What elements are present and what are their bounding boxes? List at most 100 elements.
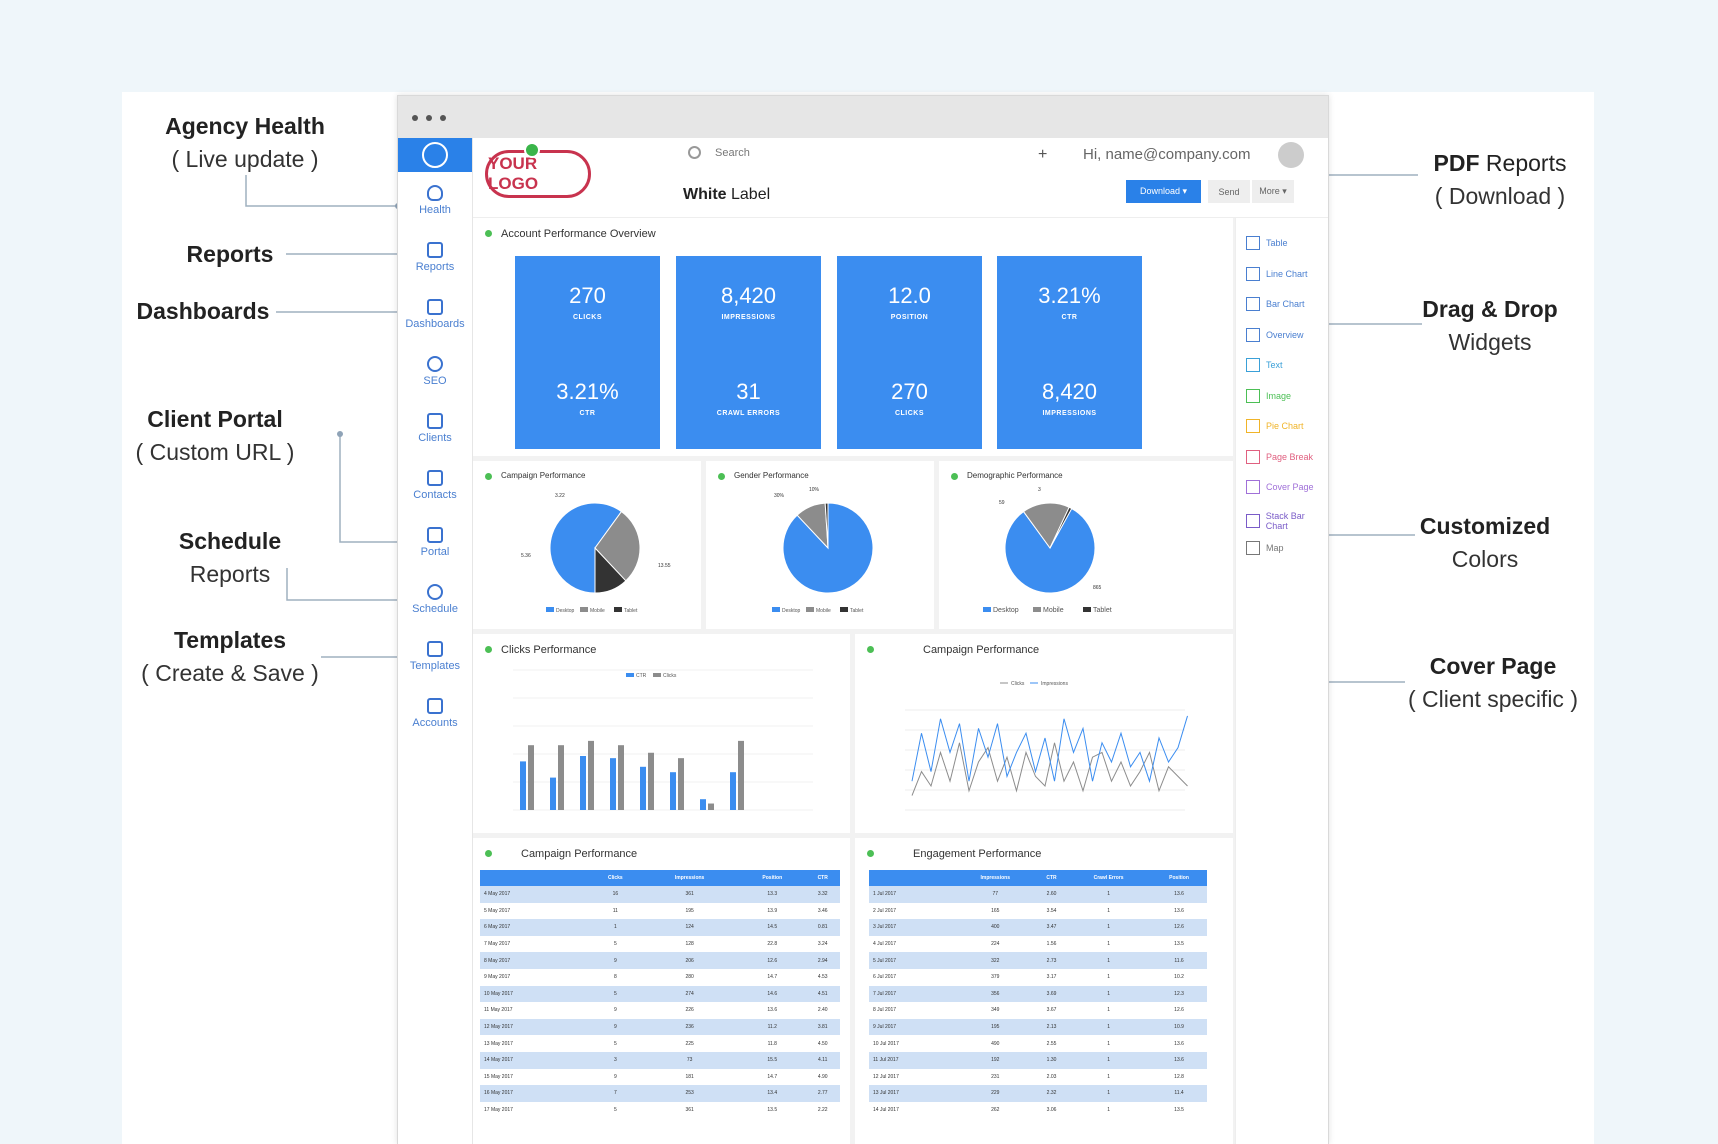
widget-image[interactable]: Image — [1246, 388, 1291, 403]
sidebar-item-dashboards[interactable]: Dashboards — [398, 286, 472, 343]
pie-slice[interactable] — [549, 502, 623, 594]
bar-clicks[interactable] — [678, 758, 684, 810]
column-header[interactable]: CTR — [1036, 870, 1067, 886]
pie-panel-1[interactable]: Campaign Performance 3.22 5.36 13.55 Deskto… — [473, 461, 701, 629]
bar-clicks[interactable] — [648, 752, 654, 810]
campaign-table-panel[interactable]: Campaign Performance Clicks Impressions Po… — [473, 838, 850, 1144]
clicks-line[interactable] — [911, 742, 1188, 796]
widget-pie-chart[interactable]: Pie Chart — [1246, 419, 1304, 433]
pie-panel-3[interactable]: Demographic Performance 59 3 865 Desktop Mob… — [939, 461, 1233, 629]
app-logo-icon[interactable] — [398, 138, 472, 172]
column-header[interactable]: Impressions — [953, 870, 1037, 886]
clicks-panel[interactable]: Clicks Performance CTR Clicks — [473, 634, 850, 833]
table-row[interactable]: 5 May 2017 11 195 13.9 3.46 — [480, 903, 840, 920]
kpi-tile[interactable]: 31 CRAWL ERRORS — [676, 352, 821, 449]
sidebar-item-clients[interactable]: Clients — [398, 400, 472, 457]
kpi-tile[interactable]: 8,420 IMPRESSIONS — [676, 256, 821, 353]
sidebar-item-schedule[interactable]: Schedule — [398, 571, 472, 628]
column-header[interactable] — [480, 870, 591, 886]
table-row[interactable]: 16 May 2017 7 253 13.4 2.77 — [480, 1085, 840, 1102]
widget-page-break[interactable]: Page Break — [1246, 449, 1313, 464]
widget-overview[interactable]: Overview — [1246, 327, 1304, 342]
table-row[interactable]: 11 Jul 2017 192 1.30 1 13.6 — [869, 1051, 1207, 1069]
column-header[interactable]: CTR — [805, 870, 840, 886]
pie-slice[interactable] — [1049, 506, 1073, 549]
sidebar-item-health[interactable]: Health — [398, 172, 472, 229]
pie-panel-2[interactable]: Gender Performance 10% 30% Desktop Mobile Ta… — [706, 461, 934, 629]
table-row[interactable]: 5 Jul 2017 322 2.73 1 11.6 — [869, 952, 1207, 969]
pie-slice[interactable] — [1022, 502, 1070, 549]
table-row[interactable]: 8 Jul 2017 349 3.67 1 12.6 — [869, 1002, 1207, 1019]
kpi-tile[interactable]: 8,420 IMPRESSIONS — [997, 352, 1142, 449]
widget-line-chart[interactable]: Line Chart — [1246, 266, 1308, 281]
window-dot-icon[interactable] — [426, 115, 432, 121]
sidebar-item-accounts[interactable]: Accounts — [398, 685, 472, 742]
bar-ctr[interactable] — [520, 761, 526, 810]
table-row[interactable]: 1 Jul 2017 77 2.60 1 13.6 — [869, 886, 1207, 903]
table-row[interactable]: 13 May 2017 5 225 11.8 4.50 — [480, 1035, 840, 1052]
sidebar-item-contacts[interactable]: Contacts — [398, 457, 472, 514]
table-row[interactable]: 7 May 2017 5 128 22.8 3.24 — [480, 936, 840, 953]
kpi-tile[interactable]: 3.21% CTR — [997, 256, 1142, 353]
bar-ctr[interactable] — [670, 772, 676, 810]
widget-text[interactable]: Text — [1246, 358, 1283, 372]
column-header[interactable]: Position — [739, 870, 806, 886]
kpi-tile[interactable]: 270 CLICKS — [515, 256, 660, 353]
table-row[interactable]: 10 Jul 2017 490 2.55 1 13.6 — [869, 1035, 1207, 1052]
bar-clicks[interactable] — [558, 745, 564, 810]
bar-clicks[interactable] — [708, 803, 714, 810]
window-dot-icon[interactable] — [440, 115, 446, 121]
window-dot-icon[interactable] — [412, 115, 418, 121]
sidebar-item-portal[interactable]: Portal — [398, 514, 472, 571]
table-row[interactable]: 13 Jul 2017 229 2.32 1 11.4 — [869, 1085, 1207, 1102]
bar-ctr[interactable] — [550, 777, 556, 810]
column-header[interactable]: Clicks — [590, 870, 641, 886]
campaign-line-panel[interactable]: Campaign Performance Clicks Impressions — [855, 634, 1233, 833]
bar-ctr[interactable] — [580, 756, 586, 810]
table-row[interactable]: 8 May 2017 9 206 12.6 2.94 — [480, 952, 840, 969]
table-row[interactable]: 3 Jul 2017 400 3.47 1 12.6 — [869, 919, 1207, 936]
bar-ctr[interactable] — [610, 758, 616, 810]
column-header[interactable]: Position — [1151, 870, 1207, 886]
widget-map[interactable]: Map — [1246, 541, 1284, 555]
table-row[interactable]: 14 May 2017 3 73 15.5 4.11 — [480, 1051, 840, 1069]
table-row[interactable]: 6 May 2017 1 124 14.5 0.81 — [480, 919, 840, 936]
bar-clicks[interactable] — [528, 745, 534, 810]
engagement-table-panel[interactable]: Engagement Performance Impressions CTR Cra… — [855, 838, 1233, 1144]
bar-ctr[interactable] — [640, 766, 646, 810]
pie-slice[interactable] — [594, 546, 627, 594]
table-row[interactable]: 12 May 2017 9 236 11.2 3.81 — [480, 1018, 840, 1036]
more-button[interactable]: More ▾ — [1252, 180, 1294, 203]
table-row[interactable]: 12 Jul 2017 231 2.03 1 12.8 — [869, 1069, 1207, 1086]
overview-panel[interactable]: Account Performance Overview 270 CLICKS 8,… — [473, 218, 1233, 456]
table-row[interactable]: 15 May 2017 9 181 14.7 4.90 — [480, 1069, 840, 1086]
kpi-tile[interactable]: 270 CLICKS — [837, 352, 982, 449]
table-row[interactable]: 6 Jul 2017 379 3.17 1 10.2 — [869, 969, 1207, 986]
pie-slice[interactable] — [1004, 507, 1096, 594]
kpi-tile[interactable]: 12.0 POSITION — [837, 256, 982, 353]
table-row[interactable]: 4 May 2017 16 361 13.3 3.32 — [480, 886, 840, 903]
column-header[interactable]: Crawl Errors — [1066, 870, 1152, 886]
bar-clicks[interactable] — [618, 745, 624, 810]
widget-table[interactable]: Table — [1246, 236, 1288, 250]
table-row[interactable]: 7 Jul 2017 356 3.69 1 12.3 — [869, 985, 1207, 1003]
add-button[interactable]: + — [1038, 146, 1048, 163]
table-row[interactable]: 14 Jul 2017 262 3.06 1 13.5 — [869, 1102, 1207, 1119]
widget-bar-chart[interactable]: Bar Chart — [1246, 297, 1305, 311]
table-row[interactable]: 2 Jul 2017 165 3.54 1 13.6 — [869, 903, 1207, 920]
sidebar-item-templates[interactable]: Templates — [398, 628, 472, 685]
table-row[interactable]: 4 Jul 2017 224 1.56 1 13.5 — [869, 936, 1207, 953]
table-row[interactable]: 9 May 2017 8 280 14.7 4.53 — [480, 969, 840, 986]
widget-stack-bar-chart[interactable]: Stack Bar Chart — [1246, 511, 1328, 531]
bar-ctr[interactable] — [700, 799, 706, 810]
bar-clicks[interactable] — [738, 740, 744, 810]
search-input[interactable]: Search — [688, 146, 750, 159]
pie-slice[interactable] — [824, 502, 829, 549]
download-button[interactable]: Download ▾ — [1126, 180, 1201, 203]
avatar[interactable] — [1278, 142, 1304, 168]
impressions-line[interactable] — [911, 715, 1188, 784]
sidebar-item-seo[interactable]: SEO — [398, 343, 472, 400]
table-row[interactable]: 9 Jul 2017 195 2.13 1 10.9 — [869, 1018, 1207, 1036]
column-header[interactable] — [869, 870, 954, 886]
widget-cover-page[interactable]: Cover Page — [1246, 480, 1314, 494]
